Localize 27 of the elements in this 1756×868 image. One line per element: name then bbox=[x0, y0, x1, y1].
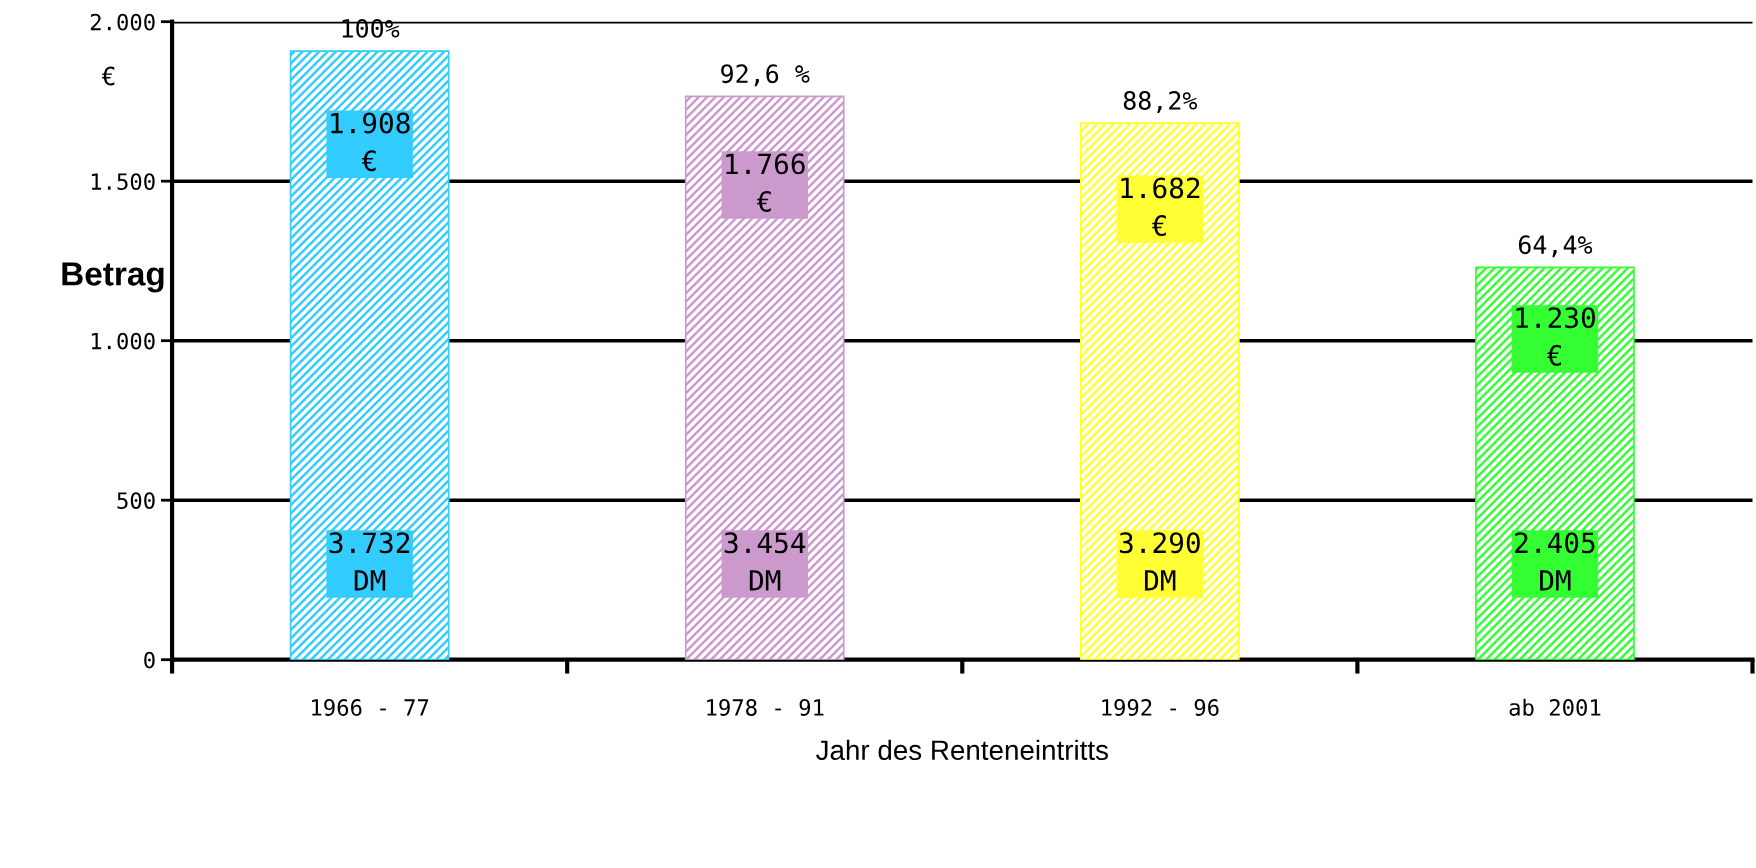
x-tick-label: 1966 - 77 bbox=[312, 699, 429, 716]
bar bbox=[684, 95, 845, 660]
bar bbox=[289, 50, 450, 660]
y-tick-label: 0 bbox=[144, 651, 155, 669]
data-label: 1.230 € bbox=[1516, 307, 1595, 366]
annotation: 3.454 DM bbox=[724, 532, 806, 591]
y-tick-label: 1.000 bbox=[91, 332, 155, 350]
y-axis-title: Betrag bbox=[62, 262, 164, 293]
text: € bbox=[101, 66, 115, 86]
annotation: 88,2% bbox=[1123, 91, 1198, 114]
data-label: 1.766 € bbox=[726, 153, 805, 212]
annotation: 3.732 DM bbox=[329, 532, 410, 591]
y-tick-label: 2.000 bbox=[90, 13, 155, 31]
annotation: 64,4% bbox=[1518, 235, 1593, 258]
x-tick-label: 1992 - 96 bbox=[1102, 699, 1219, 716]
y-tick-label: 500 bbox=[117, 492, 155, 509]
x-tick-label: ab 2001 bbox=[1509, 698, 1601, 716]
annotation: 92,6 % bbox=[721, 64, 810, 87]
annotation: 100% bbox=[342, 18, 400, 38]
data-label: 1.908 € bbox=[331, 112, 410, 172]
x-tick-label: 1978 - 91 bbox=[707, 699, 824, 716]
annotation: 2.405 DM bbox=[1515, 532, 1595, 591]
annotation: 3.290 DM bbox=[1119, 532, 1200, 591]
bar bbox=[1079, 122, 1240, 660]
data-label: 1.682 € bbox=[1121, 177, 1200, 237]
x-axis-title: Jahr des Renteneintritts bbox=[816, 739, 1108, 761]
y-tick-label: 1.500 bbox=[91, 173, 155, 191]
